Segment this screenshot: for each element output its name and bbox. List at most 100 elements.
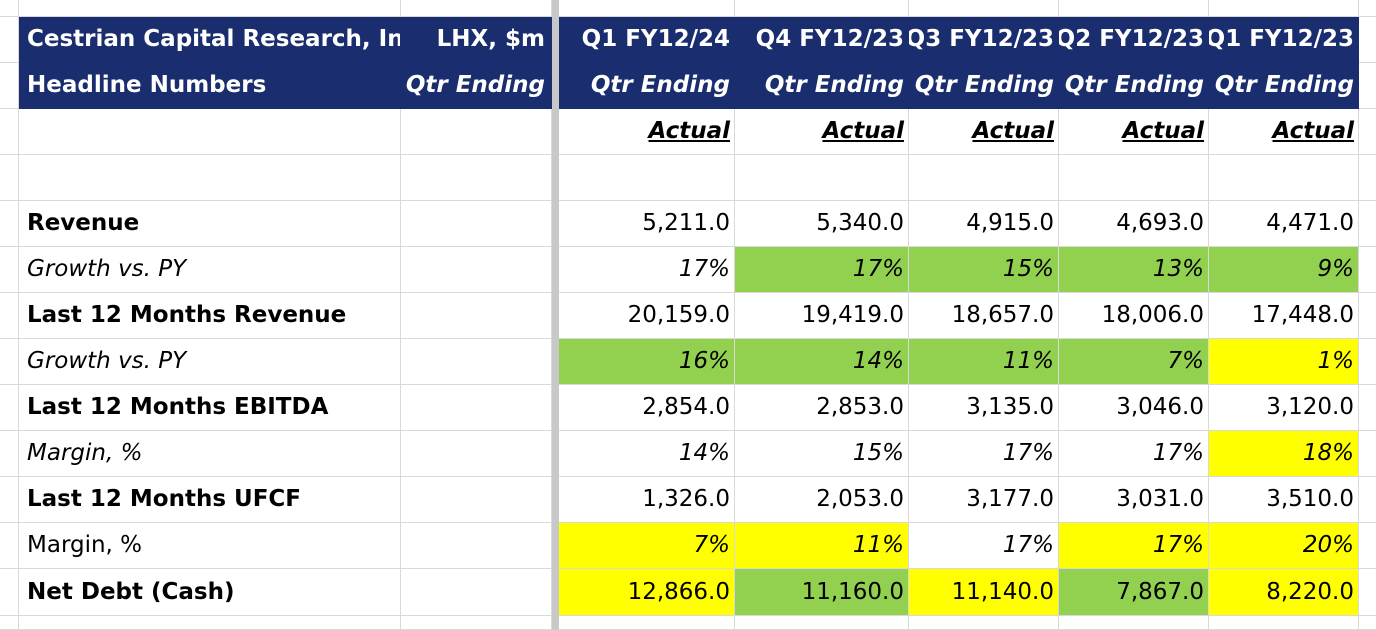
- frozen-pane-divider[interactable]: [552, 339, 559, 385]
- grid-cell[interactable]: [1359, 616, 1376, 630]
- grid-cell[interactable]: [401, 385, 552, 431]
- value-cell[interactable]: 3,046.0: [1059, 385, 1209, 431]
- row-label-cell[interactable]: Margin, %: [19, 431, 401, 477]
- value-cell[interactable]: 15%: [735, 431, 909, 477]
- grid-cell[interactable]: [0, 569, 19, 616]
- value-cell[interactable]: 7%: [559, 523, 735, 569]
- actual-label-cell[interactable]: Actual: [1059, 109, 1209, 155]
- grid-cell[interactable]: [1359, 247, 1376, 293]
- value-cell[interactable]: 17%: [1059, 523, 1209, 569]
- value-cell[interactable]: 17,448.0: [1209, 293, 1359, 339]
- value-cell[interactable]: 1%: [1209, 339, 1359, 385]
- grid-cell[interactable]: [1359, 293, 1376, 339]
- value-cell[interactable]: 12,866.0: [559, 569, 735, 616]
- value-cell[interactable]: 8,220.0: [1209, 569, 1359, 616]
- frozen-pane-divider[interactable]: [552, 431, 559, 477]
- grid-cell[interactable]: [1359, 63, 1376, 109]
- grid-cell[interactable]: [1359, 201, 1376, 247]
- value-cell[interactable]: 15%: [909, 247, 1059, 293]
- grid-cell[interactable]: [401, 569, 552, 616]
- row-label-cell[interactable]: Net Debt (Cash): [19, 569, 401, 616]
- frozen-pane-divider[interactable]: [552, 247, 559, 293]
- row-label-cell[interactable]: Last 12 Months UFCF: [19, 477, 401, 523]
- value-cell[interactable]: 11%: [909, 339, 1059, 385]
- qtr-ending-cell[interactable]: Qtr Ending: [1059, 63, 1209, 109]
- frozen-pane-divider[interactable]: [552, 293, 559, 339]
- qtr-ending-cell[interactable]: Qtr Ending: [401, 63, 552, 109]
- value-cell[interactable]: 1,326.0: [559, 477, 735, 523]
- value-cell[interactable]: 18%: [1209, 431, 1359, 477]
- grid-cell[interactable]: [401, 109, 552, 155]
- grid-cell[interactable]: [0, 616, 19, 630]
- value-cell[interactable]: 14%: [559, 431, 735, 477]
- grid-cell[interactable]: [909, 155, 1059, 201]
- grid-cell[interactable]: [0, 523, 19, 569]
- value-cell[interactable]: 9%: [1209, 247, 1359, 293]
- grid-cell[interactable]: [0, 201, 19, 247]
- row-label-cell[interactable]: Last 12 Months Revenue: [19, 293, 401, 339]
- period-header[interactable]: Q1 FY12/23: [1209, 17, 1359, 63]
- value-cell[interactable]: 11%: [735, 523, 909, 569]
- grid-cell[interactable]: [559, 155, 735, 201]
- grid-cell[interactable]: [401, 0, 552, 17]
- grid-cell[interactable]: [1359, 385, 1376, 431]
- grid-cell[interactable]: [0, 247, 19, 293]
- frozen-pane-divider[interactable]: [552, 17, 559, 63]
- value-cell[interactable]: 5,211.0: [559, 201, 735, 247]
- value-cell[interactable]: 20,159.0: [559, 293, 735, 339]
- value-cell[interactable]: 3,177.0: [909, 477, 1059, 523]
- grid-cell[interactable]: [1359, 339, 1376, 385]
- grid-cell[interactable]: [401, 155, 552, 201]
- frozen-pane-divider[interactable]: [552, 63, 559, 109]
- grid-cell[interactable]: [401, 431, 552, 477]
- grid-cell[interactable]: [1359, 431, 1376, 477]
- value-cell[interactable]: 3,031.0: [1059, 477, 1209, 523]
- period-header[interactable]: Q2 FY12/23: [1059, 17, 1209, 63]
- value-cell[interactable]: 7,867.0: [1059, 569, 1209, 616]
- frozen-pane-divider[interactable]: [552, 109, 559, 155]
- period-header[interactable]: Q1 FY12/24: [559, 17, 735, 63]
- grid-cell[interactable]: [401, 339, 552, 385]
- grid-cell[interactable]: [0, 109, 19, 155]
- row-label-cell[interactable]: Growth vs. PY: [19, 339, 401, 385]
- grid-cell[interactable]: [401, 477, 552, 523]
- frozen-pane-divider[interactable]: [552, 155, 559, 201]
- grid-cell[interactable]: [559, 616, 735, 630]
- grid-cell[interactable]: [401, 247, 552, 293]
- grid-cell[interactable]: [1359, 109, 1376, 155]
- value-cell[interactable]: 17%: [1059, 431, 1209, 477]
- grid-cell[interactable]: [0, 385, 19, 431]
- value-cell[interactable]: 2,053.0: [735, 477, 909, 523]
- value-cell[interactable]: 4,693.0: [1059, 201, 1209, 247]
- value-cell[interactable]: 14%: [735, 339, 909, 385]
- actual-label-cell[interactable]: Actual: [735, 109, 909, 155]
- grid-cell[interactable]: [1059, 155, 1209, 201]
- grid-cell[interactable]: [19, 616, 401, 630]
- grid-cell[interactable]: [401, 523, 552, 569]
- grid-cell[interactable]: [0, 63, 19, 109]
- grid-cell[interactable]: [1359, 0, 1376, 17]
- frozen-pane-divider[interactable]: [552, 0, 559, 17]
- value-cell[interactable]: 19,419.0: [735, 293, 909, 339]
- grid-cell[interactable]: [0, 17, 19, 63]
- frozen-pane-divider[interactable]: [552, 616, 559, 630]
- grid-cell[interactable]: [559, 0, 735, 17]
- value-cell[interactable]: 7%: [1059, 339, 1209, 385]
- grid-cell[interactable]: [735, 0, 909, 17]
- value-cell[interactable]: 17%: [909, 431, 1059, 477]
- sheet-subtitle-cell[interactable]: Headline Numbers: [19, 63, 401, 109]
- period-header[interactable]: Q3 FY12/23: [909, 17, 1059, 63]
- grid-cell[interactable]: [735, 616, 909, 630]
- frozen-pane-divider[interactable]: [552, 385, 559, 431]
- grid-cell[interactable]: [0, 293, 19, 339]
- actual-label-cell[interactable]: Actual: [1209, 109, 1359, 155]
- frozen-pane-divider[interactable]: [552, 201, 559, 247]
- qtr-ending-cell[interactable]: Qtr Ending: [909, 63, 1059, 109]
- row-label-cell[interactable]: Last 12 Months EBITDA: [19, 385, 401, 431]
- grid-cell[interactable]: [401, 293, 552, 339]
- grid-cell[interactable]: [1359, 155, 1376, 201]
- qtr-ending-cell[interactable]: Qtr Ending: [735, 63, 909, 109]
- grid-cell[interactable]: [1359, 477, 1376, 523]
- row-label-cell[interactable]: Revenue: [19, 201, 401, 247]
- value-cell[interactable]: 16%: [559, 339, 735, 385]
